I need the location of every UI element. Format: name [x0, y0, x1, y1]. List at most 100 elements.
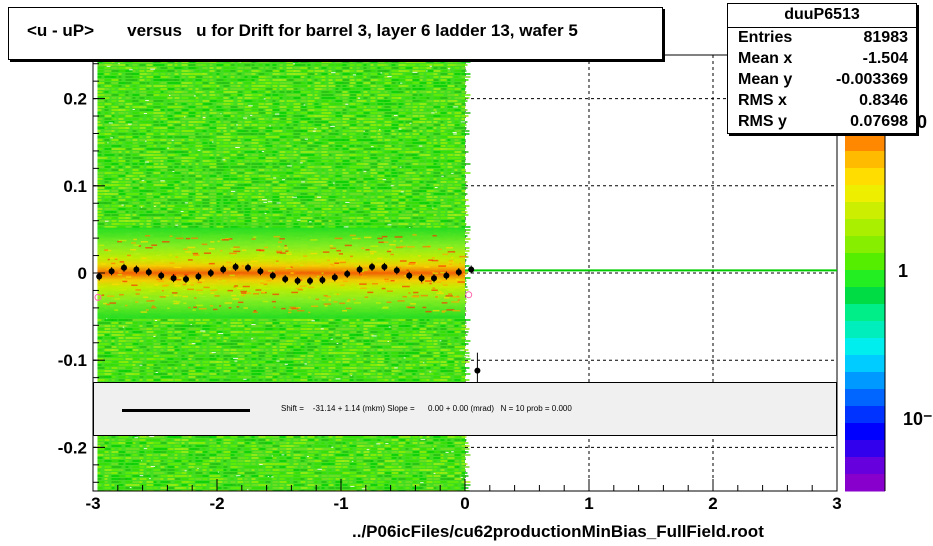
heatmap-cell: [195, 160, 200, 162]
heatmap-cell: [272, 220, 276, 222]
heatmap-cell: [244, 319, 252, 321]
heatmap-cell: [391, 118, 395, 120]
heatmap-cell: [188, 148, 192, 150]
heatmap-cell: [139, 334, 146, 336]
heatmap-cell: [146, 103, 153, 105]
heatmap-cell: [461, 100, 468, 102]
heatmap-cell: [251, 157, 261, 159]
heatmap-cell: [195, 223, 205, 225]
heatmap-cell: [237, 130, 246, 132]
heatmap-cell: [314, 328, 323, 330]
heatmap-cell: [132, 199, 137, 201]
heatmap-cell: [258, 217, 264, 219]
heatmap-cell: [132, 328, 141, 330]
heatmap-cell: [377, 130, 382, 132]
heatmap-cell: [440, 208, 445, 210]
heatmap-cell: [118, 94, 125, 96]
heatmap-cell: [132, 172, 140, 174]
heatmap-cell: [104, 217, 114, 219]
heatmap-cell: [363, 139, 372, 141]
heatmap-cell: [223, 319, 228, 321]
heatmap-cell: [174, 100, 184, 102]
heatmap-cell: [251, 334, 260, 336]
heatmap-cell: [160, 121, 164, 123]
heatmap-cell: [272, 319, 277, 321]
heatmap-cell: [216, 184, 223, 186]
heatmap-cell: [426, 160, 432, 162]
heatmap-cell: [342, 97, 348, 99]
heatmap-cell: [342, 202, 350, 204]
heatmap-cell: [160, 187, 169, 189]
heatmap-cell: [104, 82, 111, 84]
heatmap-cell: [104, 145, 110, 147]
heatmap-cell: [111, 199, 118, 201]
heatmap-cell: [286, 139, 290, 141]
heatmap-cell: [153, 187, 157, 189]
heatmap-cell: [335, 325, 339, 327]
heatmap-cell: [384, 67, 394, 69]
heatmap-cell: [447, 226, 456, 228]
heatmap-cell: [356, 64, 362, 66]
heatmap-cell: [321, 109, 328, 111]
heatmap-cell: [174, 148, 181, 150]
heatmap-cell: [447, 94, 455, 96]
heatmap-cell: [293, 118, 299, 120]
heatmap-cell: [440, 169, 444, 171]
heatmap-cell: [132, 217, 141, 219]
heatmap-cell: [174, 193, 179, 195]
heatmap-cell: [461, 205, 470, 207]
heatmap-cell: [146, 220, 152, 222]
heatmap-cell: [125, 226, 132, 228]
heatmap-cell: [370, 190, 374, 192]
heatmap-cell: [384, 133, 390, 135]
heatmap-cell: [230, 61, 235, 63]
heatmap-cell: [419, 79, 423, 81]
heatmap-cell: [454, 79, 464, 81]
heatmap-cell: [461, 328, 470, 330]
heatmap-cell: [307, 142, 313, 144]
heatmap-cell: [300, 85, 310, 87]
heatmap-cell: [440, 142, 449, 144]
heatmap-cell: [405, 124, 411, 126]
heatmap-cell: [216, 163, 226, 165]
heatmap-cell: [111, 85, 120, 87]
heatmap-cell: [398, 223, 407, 225]
heatmap-cell: [440, 130, 445, 132]
heatmap-cell: [286, 154, 294, 156]
heatmap-cell: [398, 109, 404, 111]
heatmap-cell: [265, 196, 269, 198]
heatmap-cell: [258, 118, 265, 120]
heatmap-cell: [328, 136, 338, 138]
heatmap-cell: [321, 148, 329, 150]
heatmap-cell: [293, 76, 302, 78]
heatmap-cell: [118, 334, 125, 336]
heatmap-cell: [237, 127, 243, 129]
heatmap-cell: [223, 184, 231, 186]
heatmap-cell: [181, 118, 190, 120]
heatmap-cell: [356, 76, 363, 78]
heatmap-cell: [139, 184, 143, 186]
heatmap-cell: [202, 328, 210, 330]
heatmap-cell: [440, 322, 447, 324]
heatmap-cell: [286, 223, 291, 225]
heatmap-cell: [412, 100, 422, 102]
heatmap-cell: [335, 211, 345, 213]
heatmap-cell: [111, 178, 117, 180]
heatmap-cell: [419, 325, 425, 327]
heatmap-cell: [426, 334, 432, 336]
heatmap-cell: [300, 208, 308, 210]
heatmap-cell: [104, 193, 113, 195]
heatmap-cell: [349, 325, 358, 327]
heatmap-cell: [237, 169, 246, 171]
heatmap-cell: [216, 142, 220, 144]
heatmap-cell: [398, 163, 404, 165]
heatmap-cell: [174, 130, 180, 132]
heatmap-cell: [384, 115, 393, 117]
heatmap-cell: [307, 319, 314, 321]
heatmap-cell: [314, 121, 322, 123]
heatmap-cell: [433, 220, 441, 222]
heatmap-cell: [314, 145, 319, 147]
heatmap-cell: [356, 82, 363, 84]
heatmap-cell: [223, 217, 228, 219]
heatmap-cell: [125, 127, 130, 129]
